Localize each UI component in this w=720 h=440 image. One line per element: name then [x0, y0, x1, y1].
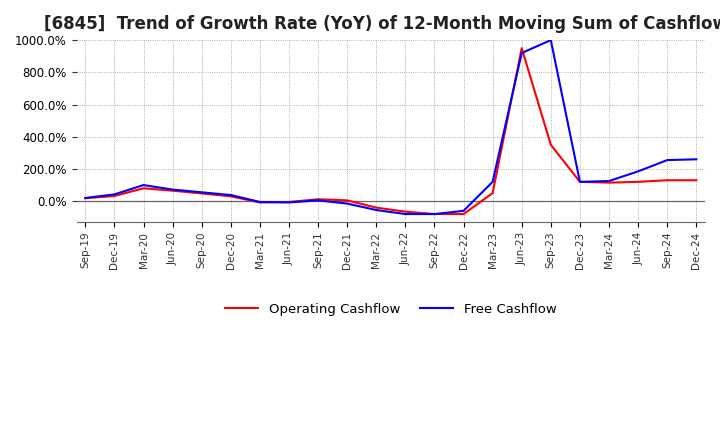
Operating Cashflow: [256, 200, 264, 205]
Title: [6845]  Trend of Growth Rate (YoY) of 12-Month Moving Sum of Cashflows: [6845] Trend of Growth Rate (YoY) of 12-…: [44, 15, 720, 33]
Operating Cashflow: [139, 186, 148, 191]
Free Cashflow: [575, 179, 584, 184]
Free Cashflow: [110, 192, 119, 197]
Operating Cashflow: [227, 194, 235, 199]
Free Cashflow: [401, 211, 410, 216]
Free Cashflow: [139, 183, 148, 188]
Free Cashflow: [284, 200, 293, 205]
Operating Cashflow: [605, 180, 613, 185]
Operating Cashflow: [488, 191, 497, 196]
Free Cashflow: [81, 195, 90, 201]
Operating Cashflow: [343, 198, 351, 203]
Operating Cashflow: [459, 211, 468, 216]
Free Cashflow: [256, 199, 264, 205]
Free Cashflow: [488, 179, 497, 184]
Operating Cashflow: [634, 179, 642, 184]
Legend: Operating Cashflow, Free Cashflow: Operating Cashflow, Free Cashflow: [220, 298, 562, 321]
Free Cashflow: [168, 187, 177, 192]
Operating Cashflow: [372, 205, 381, 210]
Operating Cashflow: [197, 191, 206, 196]
Free Cashflow: [605, 178, 613, 183]
Operating Cashflow: [110, 193, 119, 198]
Free Cashflow: [197, 190, 206, 195]
Free Cashflow: [459, 208, 468, 213]
Line: Operating Cashflow: Operating Cashflow: [86, 48, 696, 214]
Free Cashflow: [227, 192, 235, 198]
Free Cashflow: [546, 37, 555, 43]
Operating Cashflow: [575, 179, 584, 184]
Free Cashflow: [372, 207, 381, 213]
Free Cashflow: [518, 50, 526, 55]
Operating Cashflow: [546, 142, 555, 147]
Free Cashflow: [663, 158, 672, 163]
Free Cashflow: [692, 157, 701, 162]
Operating Cashflow: [81, 196, 90, 201]
Operating Cashflow: [518, 45, 526, 51]
Operating Cashflow: [284, 199, 293, 205]
Operating Cashflow: [430, 211, 438, 216]
Operating Cashflow: [692, 178, 701, 183]
Operating Cashflow: [314, 197, 323, 202]
Operating Cashflow: [401, 209, 410, 214]
Line: Free Cashflow: Free Cashflow: [86, 40, 696, 214]
Operating Cashflow: [168, 188, 177, 193]
Operating Cashflow: [663, 178, 672, 183]
Free Cashflow: [314, 198, 323, 203]
Free Cashflow: [634, 169, 642, 174]
Free Cashflow: [430, 211, 438, 216]
Free Cashflow: [343, 201, 351, 206]
